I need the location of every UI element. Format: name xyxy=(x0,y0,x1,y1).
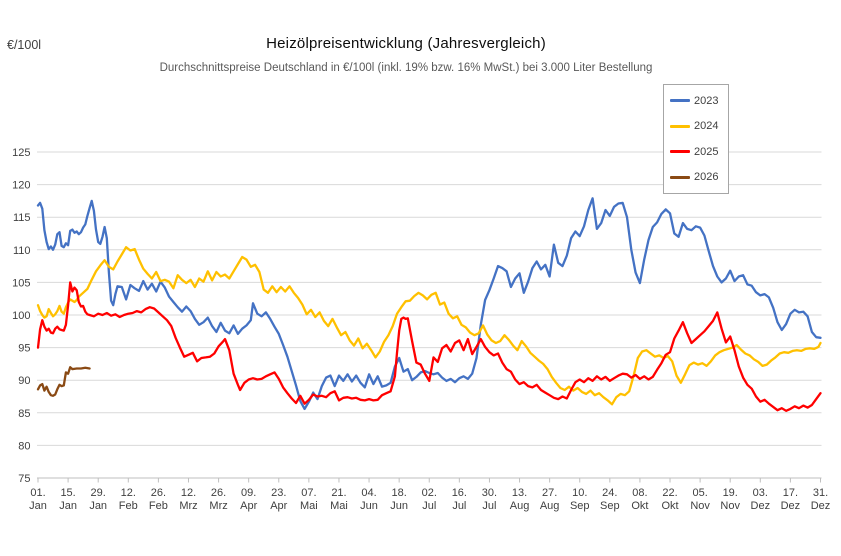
legend-label-2024: 2024 xyxy=(694,120,719,133)
x-tick-label-day: 03. xyxy=(753,487,768,499)
y-tick-label: 75 xyxy=(18,473,30,485)
x-tick-label-month: Dez xyxy=(751,500,771,512)
x-tick-label-day: 26. xyxy=(211,487,226,499)
x-tick-label-day: 13. xyxy=(512,487,527,499)
x-tick-label-day: 08. xyxy=(632,487,647,499)
series-line-2023 xyxy=(36,197,822,411)
x-tick-label-month: Sep xyxy=(570,500,590,512)
y-tick-label: 80 xyxy=(18,440,30,452)
x-tick-label-day: 23. xyxy=(271,487,286,499)
legend-line-swatch-2024 xyxy=(670,124,690,128)
x-tick-label-day: 07. xyxy=(301,487,316,499)
x-tick-label-month: Jan xyxy=(89,500,107,512)
legend-item-2024: 2024 xyxy=(670,120,728,132)
x-tick-label-month: Mrz xyxy=(209,500,227,512)
x-tick-label-month: Okt xyxy=(631,500,648,512)
x-tick-label-day: 29. xyxy=(91,487,106,499)
x-tick-label-month: Feb xyxy=(149,500,168,512)
x-tick-label-month: Apr xyxy=(240,500,257,512)
x-tick-label-month: Mai xyxy=(300,500,318,512)
x-tick-label-month: Jan xyxy=(29,500,47,512)
chart-title: Heizölpreisentwicklung (Jahresvergleich) xyxy=(266,35,546,52)
x-tick-label-day: 17. xyxy=(783,487,798,499)
x-tick-label-month: Nov xyxy=(720,500,740,512)
y-tick-label: 85 xyxy=(18,408,30,420)
y-axis-unit-label: €/100l xyxy=(7,38,42,52)
x-tick-label-month: Mai xyxy=(330,500,348,512)
y-tick-label: 125 xyxy=(12,147,30,159)
x-tick-label-day: 27. xyxy=(542,487,557,499)
x-tick-label-day: 18. xyxy=(392,487,407,499)
x-tick-label-day: 02. xyxy=(422,487,437,499)
x-tick-label-month: Dez xyxy=(781,500,801,512)
x-tick-label-month: Mrz xyxy=(179,500,197,512)
x-tick-label-day: 05. xyxy=(692,487,707,499)
y-tick-label: 90 xyxy=(18,375,30,387)
y-tick-label: 110 xyxy=(13,245,31,257)
x-tick-label-day: 12. xyxy=(181,487,196,499)
x-tick-label-day: 26. xyxy=(151,487,166,499)
x-tick-label-month: Okt xyxy=(661,500,678,512)
x-tick-label-day: 24. xyxy=(602,487,617,499)
legend-label-2026: 2026 xyxy=(694,171,719,184)
legend-item-2025: 2025 xyxy=(670,146,728,158)
y-tick-label: 95 xyxy=(18,343,30,355)
series-line-2025 xyxy=(36,281,822,412)
x-tick-label-month: Jul xyxy=(422,500,436,512)
x-tick-label-month: Nov xyxy=(690,500,710,512)
x-tick-label-day: 09. xyxy=(241,487,256,499)
x-tick-label-day: 19. xyxy=(723,487,738,499)
x-tick-label-month: Feb xyxy=(119,500,138,512)
x-tick-label-day: 04. xyxy=(361,487,376,499)
x-tick-label-day: 31. xyxy=(813,487,828,499)
x-tick-label-month: Jun xyxy=(390,500,408,512)
x-tick-label-day: 21. xyxy=(331,487,346,499)
y-tick-label: 105 xyxy=(12,277,30,289)
legend-line-swatch-2026 xyxy=(670,175,690,179)
x-tick-label-month: Jul xyxy=(482,500,496,512)
series-line-2024 xyxy=(36,246,822,406)
x-tick-label-day: 15. xyxy=(60,487,75,499)
legend-line-swatch-2025 xyxy=(670,150,690,154)
x-tick-label-day: 30. xyxy=(482,487,497,499)
x-tick-label-month: Dez xyxy=(811,500,831,512)
x-tick-label-day: 16. xyxy=(452,487,467,499)
y-tick-label: 115 xyxy=(13,212,31,224)
legend-line-swatch-2023 xyxy=(670,99,690,103)
series-line-2026 xyxy=(36,366,91,397)
x-tick-label-day: 12. xyxy=(121,487,136,499)
x-tick-label-month: Sep xyxy=(600,500,620,512)
chart-legend: 2023 2024 2025 2026 xyxy=(663,84,729,194)
x-tick-label-day: 22. xyxy=(662,487,677,499)
x-tick-label-month: Jun xyxy=(360,500,378,512)
x-tick-label-month: Aug xyxy=(510,500,530,512)
x-tick-label-day: 10. xyxy=(572,487,587,499)
legend-label-2025: 2025 xyxy=(694,145,719,158)
legend-label-2023: 2023 xyxy=(694,94,719,107)
x-tick-label-month: Aug xyxy=(540,500,560,512)
x-tick-label-month: Jul xyxy=(452,500,466,512)
x-tick-label-month: Apr xyxy=(270,500,287,512)
y-tick-label: 120 xyxy=(12,180,30,192)
legend-item-2023: 2023 xyxy=(670,95,728,107)
legend-item-2026: 2026 xyxy=(670,171,728,183)
x-tick-label-month: Jan xyxy=(59,500,77,512)
x-tick-label-day: 01. xyxy=(30,487,45,499)
chart-subtitle: Durchschnittspreise Deutschland in €/100… xyxy=(159,62,653,74)
y-tick-label: 100 xyxy=(12,310,30,322)
